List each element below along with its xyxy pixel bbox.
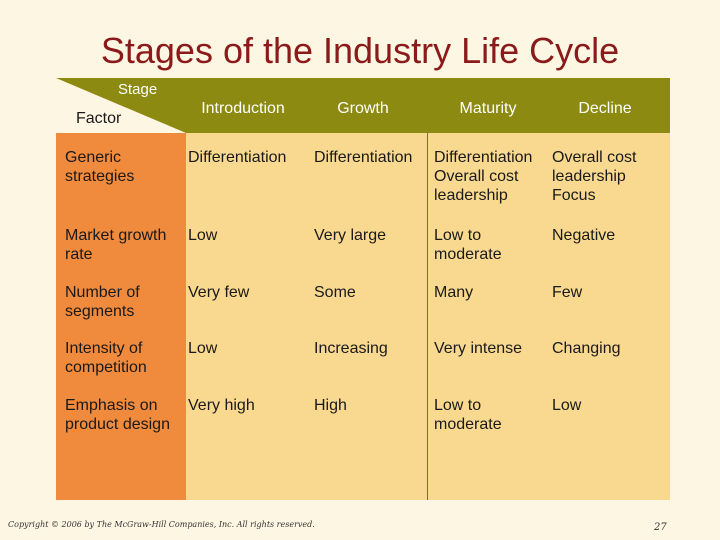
slide-title: Stages of the Industry Life Cycle xyxy=(100,30,620,71)
factor-column-background xyxy=(56,78,186,500)
cell-growth: Very large xyxy=(314,227,387,244)
column-header-decline: Decline xyxy=(578,100,632,117)
cell-maturity: Low to moderate xyxy=(434,227,502,263)
corner-stage-label: Stage xyxy=(118,81,158,98)
cell-maturity: Many xyxy=(434,284,474,301)
row-label-generic-strategies: Generic strategies xyxy=(65,149,135,185)
cell-growth: High xyxy=(314,397,347,414)
cell-growth: Increasing xyxy=(314,340,388,357)
cell-decline: Few xyxy=(552,284,583,301)
corner-factor-label: Factor xyxy=(76,110,122,127)
cell-decline: Low xyxy=(552,397,582,414)
corner-header-triangle xyxy=(56,78,186,133)
column-header-growth: Growth xyxy=(337,100,389,117)
row-label-number-of-segments: Number of segments xyxy=(65,284,140,320)
cell-decline: Negative xyxy=(552,227,616,244)
cell-introduction: Low xyxy=(188,340,218,357)
cell-introduction: Differentiation xyxy=(188,149,287,166)
life-cycle-table: Stage Factor Introduction Growth Maturit… xyxy=(56,78,670,500)
cell-introduction: Very few xyxy=(188,284,250,301)
cell-decline: Overall cost leadership Focus xyxy=(552,149,637,204)
row-label-intensity-of-competition: Intensity of competition xyxy=(65,340,147,376)
copyright-notice: Copyright © 2006 by The McGraw-Hill Comp… xyxy=(8,520,315,529)
cell-maturity: Low to moderate xyxy=(434,397,502,433)
column-header-maturity: Maturity xyxy=(459,100,517,117)
cell-growth: Differentiation xyxy=(314,149,413,166)
cell-introduction: Low xyxy=(188,227,218,244)
column-header-introduction: Introduction xyxy=(201,100,285,117)
stage-header-band xyxy=(186,78,670,133)
cell-decline: Changing xyxy=(552,340,621,357)
cell-maturity: Very intense xyxy=(434,340,523,357)
row-label-market-growth-rate: Market growth rate xyxy=(65,227,167,263)
cell-introduction: Very high xyxy=(188,397,255,414)
row-label-emphasis-on-product-design: Emphasis on product design xyxy=(65,397,170,433)
column-divider xyxy=(427,133,428,500)
cell-growth: Some xyxy=(314,284,356,301)
cell-maturity: Differentiation Overall cost leadership xyxy=(434,149,533,204)
page-number: 27 xyxy=(654,522,667,533)
